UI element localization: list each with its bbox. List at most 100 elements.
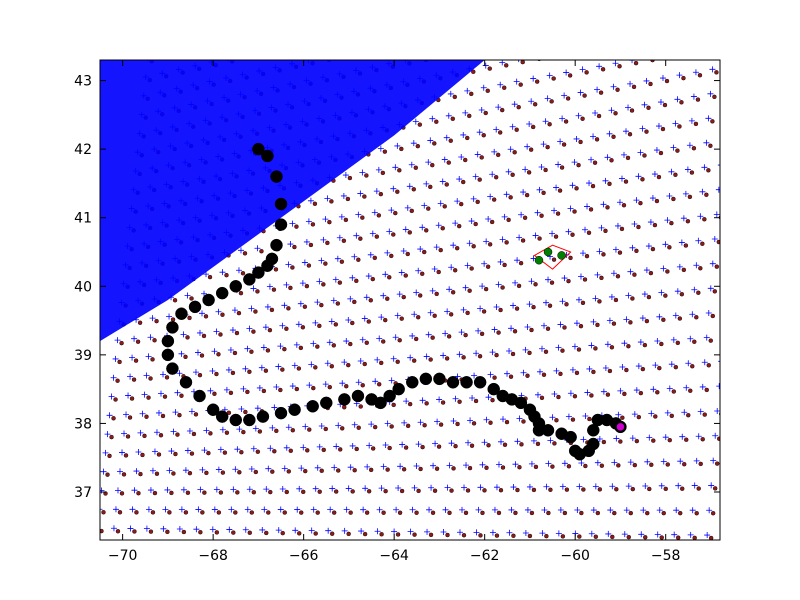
grid-center — [197, 372, 203, 378]
grid-center — [694, 511, 699, 516]
grid-node — [329, 485, 336, 492]
grid-node — [164, 486, 171, 493]
grid-center — [350, 489, 355, 494]
grid-node — [641, 291, 648, 298]
grid-node — [460, 131, 467, 138]
grid-center — [597, 299, 602, 304]
grid-center — [340, 426, 345, 431]
grid-center — [491, 197, 497, 202]
grid-node — [433, 244, 440, 251]
grid-node — [553, 367, 560, 374]
grid-node — [114, 337, 121, 344]
grid-node — [368, 421, 375, 428]
grid-node — [532, 232, 539, 239]
grid-node — [710, 457, 717, 464]
grid-node — [373, 188, 380, 195]
grid-center — [317, 323, 322, 329]
y-tick-label: 43 — [74, 74, 92, 90]
grid-center — [480, 510, 485, 516]
grid-node — [681, 409, 688, 416]
grid-node — [362, 485, 369, 492]
grid-node — [283, 281, 290, 288]
grid-center — [477, 354, 483, 359]
grid-node — [374, 356, 381, 363]
grid-center — [516, 283, 522, 289]
grid-center — [418, 466, 423, 472]
grid-center — [154, 318, 159, 324]
track-point — [446, 376, 460, 389]
grid-center — [582, 277, 588, 282]
grid-node — [248, 465, 255, 472]
grid-center — [415, 315, 421, 320]
grid-node — [627, 268, 634, 275]
grid-node — [495, 281, 502, 288]
grid-node — [235, 267, 242, 274]
grid-node — [184, 447, 191, 454]
grid-center — [533, 282, 538, 287]
grid-center — [603, 228, 608, 234]
grid-center — [432, 141, 437, 146]
grid-center — [269, 307, 275, 313]
grid-center — [627, 132, 633, 137]
grid-center — [430, 335, 435, 340]
grid-node — [234, 446, 241, 453]
grid-center — [502, 262, 507, 268]
grid-node — [114, 487, 121, 494]
grid-center — [329, 199, 334, 204]
grid-center — [132, 529, 137, 534]
grid-center — [497, 130, 503, 135]
grid-center — [681, 75, 686, 81]
grid-center — [605, 392, 611, 397]
grid-center — [401, 467, 407, 472]
grid-center — [405, 251, 410, 257]
grid-center — [282, 510, 287, 515]
grid-center — [372, 255, 377, 261]
grid-node — [648, 410, 655, 417]
grid-center — [450, 116, 455, 122]
grid-center — [300, 325, 306, 330]
grid-center — [399, 488, 405, 494]
grid-center — [370, 276, 375, 282]
grid-node — [618, 175, 625, 182]
grid-node — [491, 506, 498, 513]
grid-node — [364, 463, 371, 470]
grid-center — [399, 316, 404, 321]
grid-center — [649, 462, 654, 467]
grid-node — [407, 354, 414, 361]
grid-center — [323, 426, 328, 432]
grid-node — [279, 322, 286, 329]
grid-node — [283, 444, 290, 451]
grid-node — [448, 440, 455, 447]
grid-node — [456, 351, 463, 358]
grid-center — [436, 269, 441, 275]
grid-center — [346, 362, 351, 368]
grid-center — [253, 309, 258, 314]
grid-node — [294, 506, 301, 513]
grid-node — [252, 425, 259, 432]
grid-center — [459, 201, 464, 207]
grid-node — [468, 218, 475, 225]
grid-node — [377, 145, 384, 152]
grid-node — [102, 449, 109, 456]
track-point — [243, 413, 256, 427]
grid-node — [489, 349, 496, 356]
grid-node — [594, 271, 601, 278]
grid-node — [606, 317, 613, 324]
grid-node — [442, 506, 449, 513]
grid-node — [429, 287, 436, 294]
grid-node — [390, 185, 397, 192]
grid-center — [663, 293, 668, 298]
grid-center — [651, 438, 656, 443]
grid-node — [450, 242, 457, 249]
grid-center — [550, 464, 555, 469]
grid-center — [463, 332, 468, 338]
grid-center — [508, 374, 514, 379]
grid-node — [112, 355, 119, 362]
grid-center — [645, 510, 650, 516]
grid-center — [667, 437, 672, 443]
grid-node — [522, 166, 529, 173]
grid-center — [596, 113, 602, 119]
grid-center — [650, 246, 656, 252]
grid-center — [154, 471, 160, 476]
grid-node — [439, 178, 446, 185]
